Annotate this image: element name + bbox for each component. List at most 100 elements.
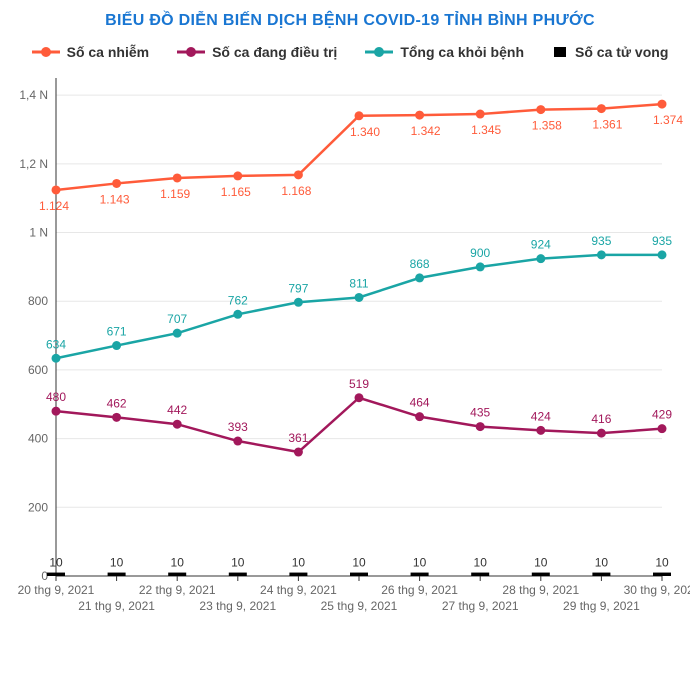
point-label: 924	[531, 238, 551, 252]
point-label: 797	[288, 281, 308, 295]
series-point-infected[interactable]	[415, 111, 424, 120]
series-point-treating[interactable]	[233, 437, 242, 446]
point-label: 1.345	[471, 123, 501, 137]
bar-deaths[interactable]	[532, 573, 550, 576]
series-point-treating[interactable]	[173, 420, 182, 429]
bar-label: 10	[474, 556, 488, 570]
y-tick-label: 1,4 N	[19, 88, 48, 102]
bar-deaths[interactable]	[229, 573, 247, 576]
x-tick-label: 28 thg 9, 2021	[502, 583, 579, 597]
point-label: 424	[531, 409, 551, 423]
point-label: 1.374	[653, 113, 683, 127]
x-tick-label: 22 thg 9, 2021	[139, 583, 216, 597]
bar-label: 10	[534, 556, 548, 570]
series-point-treating[interactable]	[355, 393, 364, 402]
series-point-treating[interactable]	[597, 429, 606, 438]
series-point-infected[interactable]	[658, 100, 667, 109]
x-tick-label: 27 thg 9, 2021	[442, 599, 519, 613]
point-label: 435	[470, 406, 490, 420]
series-point-infected[interactable]	[536, 105, 545, 114]
series-point-recovered[interactable]	[597, 250, 606, 259]
y-tick-label: 1,2 N	[19, 157, 48, 171]
point-label: 1.342	[411, 124, 441, 138]
x-tick-label: 25 thg 9, 2021	[321, 599, 398, 613]
point-label: 416	[591, 412, 611, 426]
legend: Số ca nhiễm Số ca đang điều trị Tổng ca kh…	[10, 44, 690, 60]
point-label: 1.340	[350, 125, 380, 139]
point-label: 361	[288, 431, 308, 445]
legend-swatch-recovered	[365, 45, 393, 59]
point-label: 762	[228, 293, 248, 307]
x-tick-label: 20 thg 9, 2021	[18, 583, 95, 597]
legend-label: Số ca đang điều trị	[212, 44, 337, 60]
series-point-infected[interactable]	[355, 111, 364, 120]
x-tick-label: 29 thg 9, 2021	[563, 599, 640, 613]
series-point-treating[interactable]	[476, 422, 485, 431]
point-label: 1.358	[532, 119, 562, 133]
legend-label: Tổng ca khỏi bệnh	[400, 44, 524, 60]
series-point-infected[interactable]	[476, 110, 485, 119]
legend-item-deaths[interactable]: Số ca tử vong	[552, 44, 668, 60]
point-label: 1.361	[592, 118, 622, 132]
chart-svg: 02004006008001 N1,2 N1,4 N20 thg 9, 2021…	[10, 66, 690, 646]
series-point-treating[interactable]	[536, 426, 545, 435]
bar-deaths[interactable]	[592, 573, 610, 576]
bar-deaths[interactable]	[289, 573, 307, 576]
series-point-treating[interactable]	[658, 424, 667, 433]
bar-deaths[interactable]	[350, 573, 368, 576]
point-label: 935	[652, 234, 672, 248]
series-point-infected[interactable]	[52, 185, 61, 194]
point-label: 393	[228, 420, 248, 434]
series-point-infected[interactable]	[112, 179, 121, 188]
point-label: 1.165	[221, 185, 251, 199]
y-tick-label: 1 N	[29, 226, 48, 240]
point-label: 900	[470, 246, 490, 260]
point-label: 464	[410, 396, 430, 410]
series-point-recovered[interactable]	[536, 254, 545, 263]
series-point-recovered[interactable]	[355, 293, 364, 302]
series-point-infected[interactable]	[233, 171, 242, 180]
series-point-recovered[interactable]	[476, 262, 485, 271]
y-tick-label: 400	[28, 432, 48, 446]
point-label: 519	[349, 377, 369, 391]
series-point-recovered[interactable]	[112, 341, 121, 350]
legend-label: Số ca nhiễm	[67, 44, 149, 60]
series-point-recovered[interactable]	[233, 310, 242, 319]
bar-deaths[interactable]	[47, 573, 65, 576]
point-label: 442	[167, 403, 187, 417]
series-point-recovered[interactable]	[294, 298, 303, 307]
legend-item-infected[interactable]: Số ca nhiễm	[32, 44, 149, 60]
legend-item-treating[interactable]: Số ca đang điều trị	[177, 44, 337, 60]
series-point-infected[interactable]	[294, 170, 303, 179]
legend-swatch-infected	[32, 45, 60, 59]
series-point-recovered[interactable]	[173, 329, 182, 338]
bar-label: 10	[231, 556, 245, 570]
bar-label: 10	[110, 556, 124, 570]
series-point-recovered[interactable]	[658, 250, 667, 259]
series-point-recovered[interactable]	[415, 273, 424, 282]
series-point-infected[interactable]	[173, 173, 182, 182]
point-label: 671	[107, 325, 127, 339]
point-label: 1.124	[39, 199, 69, 213]
x-tick-label: 23 thg 9, 2021	[199, 599, 276, 613]
bar-label: 10	[171, 556, 185, 570]
bar-label: 10	[413, 556, 427, 570]
series-line-recovered	[56, 255, 662, 358]
point-label: 480	[46, 390, 66, 404]
series-point-treating[interactable]	[294, 448, 303, 457]
bar-deaths[interactable]	[471, 573, 489, 576]
x-tick-label: 21 thg 9, 2021	[78, 599, 155, 613]
legend-label: Số ca tử vong	[575, 44, 668, 60]
bar-deaths[interactable]	[168, 573, 186, 576]
bar-deaths[interactable]	[653, 573, 671, 576]
bar-deaths[interactable]	[411, 573, 429, 576]
chart-card: BIỂU ĐỒ DIỄN BIẾN DỊCH BỆNH COVID-19 TỈN…	[0, 0, 700, 675]
series-point-treating[interactable]	[52, 407, 61, 416]
series-point-infected[interactable]	[597, 104, 606, 113]
plot-area: 02004006008001 N1,2 N1,4 N20 thg 9, 2021…	[10, 66, 690, 646]
bar-deaths[interactable]	[108, 573, 126, 576]
series-point-treating[interactable]	[112, 413, 121, 422]
series-point-treating[interactable]	[415, 412, 424, 421]
legend-item-recovered[interactable]: Tổng ca khỏi bệnh	[365, 44, 524, 60]
series-point-recovered[interactable]	[52, 354, 61, 363]
